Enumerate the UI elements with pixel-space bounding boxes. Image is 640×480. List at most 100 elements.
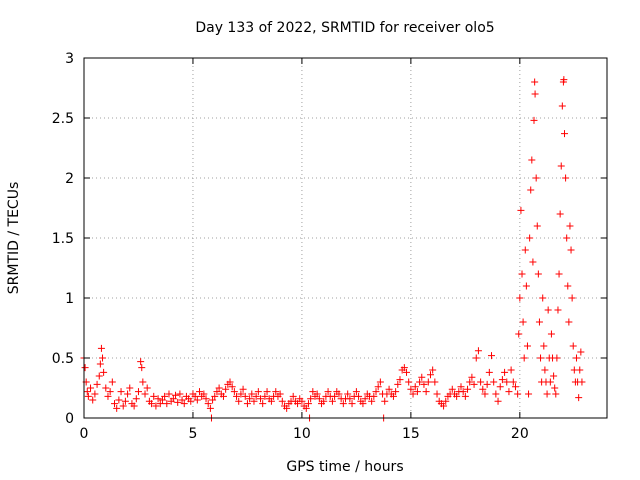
data-point [102,384,110,392]
data-point [93,380,101,388]
data-point [533,222,541,230]
data-point [376,378,384,386]
data-point [294,400,302,408]
data-point [528,156,536,164]
data-point [97,344,105,352]
data-point [557,162,565,170]
data-point [470,380,478,388]
data-point [556,210,564,218]
data-point [289,392,297,400]
data-point [169,395,177,403]
data-point [521,246,529,254]
data-point [172,391,180,399]
data-point [346,395,354,403]
data-point [206,404,214,412]
data-point [248,390,256,398]
data-point [100,368,108,376]
data-point [163,400,171,408]
data-point [219,392,227,400]
data-point [567,246,575,254]
data-point [496,383,504,391]
data-point [578,378,586,386]
data-point [174,398,182,406]
data-point [515,330,523,338]
data-point [187,397,195,405]
data-point [261,392,269,400]
y-tick-label: 0 [65,411,74,427]
data-point [490,378,498,386]
data-point [511,383,519,391]
data-point [558,102,566,110]
data-point [302,404,310,412]
y-tick-label: 3 [65,51,74,67]
data-point [104,392,112,400]
data-point [355,392,363,400]
data-point [150,392,158,400]
y-axis-title: SRMTID / TECUs [6,182,22,295]
data-point [575,394,583,402]
data-point [89,396,97,404]
data-point [81,364,89,372]
y-tick-label: 1.5 [52,231,74,247]
x-tick-label: 5 [188,426,197,442]
data-point [381,397,389,405]
data-point [141,390,149,398]
data-point [178,396,186,404]
data-point [509,378,517,386]
data-point [385,385,393,393]
data-point [143,384,151,392]
data-point [396,376,404,384]
data-point [165,390,173,398]
data-point [134,388,142,396]
data-point [442,397,450,405]
data-point [304,400,312,408]
data-point [230,388,238,396]
data-point [96,360,104,368]
y-tick-label: 0.5 [52,351,74,367]
data-point [106,388,114,396]
data-point [241,392,249,400]
data-point [352,388,360,396]
data-point [560,76,568,84]
data-point [525,390,533,398]
data-point [259,400,267,408]
data-point [530,116,538,124]
data-point [180,400,188,408]
data-point [372,388,380,396]
data-point [514,390,522,398]
data-point [222,385,230,393]
data-point [84,392,92,400]
x-axis-title: GPS time / hours [286,459,403,475]
data-point [195,388,203,396]
data-point [161,392,169,400]
x-tick-label: 10 [293,426,311,442]
x-tick-label: 15 [402,426,420,442]
data-point [211,392,219,400]
data-point [424,378,432,386]
data-point [485,368,493,376]
data-point [461,392,469,400]
data-point [464,385,472,393]
data-point [527,186,535,194]
data-point [433,390,441,398]
data-point [263,388,271,396]
data-point [191,392,199,400]
data-point [411,383,419,391]
data-point [516,294,524,302]
data-point [152,402,160,410]
data-point [252,392,260,400]
data-point [87,384,95,392]
data-point [108,378,116,386]
data-point [95,372,103,380]
data-point [543,390,551,398]
data-point [154,395,162,403]
data-point [546,378,554,386]
data-point [237,390,245,398]
data-point [517,206,525,214]
data-point [228,383,236,391]
data-point [418,373,426,381]
data-point [457,383,465,391]
data-point [576,366,584,374]
data-point [531,78,539,86]
data-points [80,76,586,422]
